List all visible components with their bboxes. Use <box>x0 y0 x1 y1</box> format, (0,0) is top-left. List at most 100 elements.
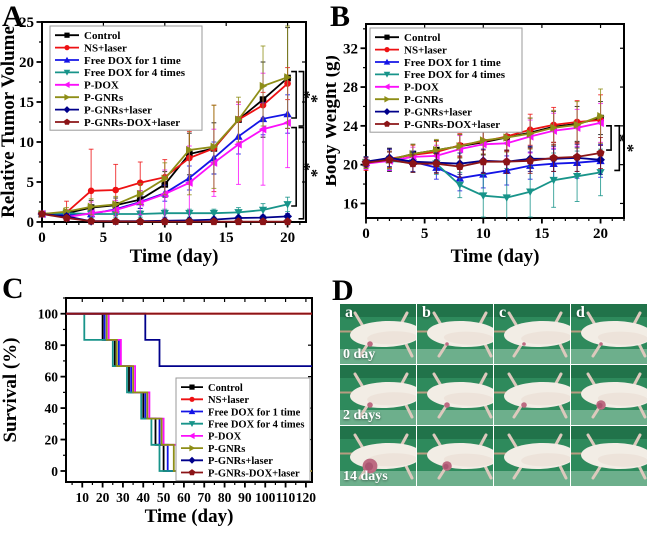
legend-label-p-gnrs-laser: P-GNRs+laser <box>208 456 273 467</box>
panel-a-letter: A <box>2 0 24 33</box>
legend-label-control: Control <box>84 30 120 42</box>
svg-text:120: 120 <box>296 490 317 505</box>
legend-label-p-dox: P-DOX <box>208 432 242 443</box>
mouse-photo-art <box>417 426 493 486</box>
mouse-photo-c-14-days <box>494 426 570 486</box>
svg-text:20: 20 <box>280 230 295 246</box>
legend-label-free-dox-for-4-times: Free DOX for 4 times <box>84 67 186 79</box>
panel-a-tumor-volume-chart: 0 5 10 15 20 0 5 10 15 20 25 Time (day) Relative Tum… <box>0 15 322 267</box>
series-p-gnrs <box>66 312 312 472</box>
mouse-photo-art <box>571 365 647 425</box>
svg-text:10: 10 <box>157 230 172 246</box>
mouse-photo-a-2-days: 2 days <box>340 365 416 425</box>
legend-label-free-dox-for-1-time: Free DOX for 1 time <box>84 55 181 67</box>
mouse-photo-b-2-days <box>417 365 493 425</box>
legend-label-p-gnrs-dox-laser: P-GNRs-DOX+laser <box>84 117 180 129</box>
legend-label-p-gnrs-dox-laser: P-GNRs-DOX+laser <box>404 119 500 131</box>
mouse-photo-b-14-days <box>417 426 493 486</box>
svg-text:15: 15 <box>534 226 549 242</box>
legend-label-ns-laser: NS+laser <box>404 44 447 56</box>
significance-star: * <box>303 169 322 178</box>
svg-text:20: 20 <box>45 433 59 448</box>
legend-label-control: Control <box>404 32 440 44</box>
mouse-photo-a-0-day: a 0 day <box>340 304 416 364</box>
panel-c-letter: C <box>2 272 24 305</box>
legend-label-p-gnrs: P-GNRs <box>84 92 124 104</box>
mouse-photo-art <box>340 365 416 425</box>
svg-text:80: 80 <box>45 338 59 353</box>
svg-text:5: 5 <box>100 230 108 246</box>
mouse-photo-art <box>494 365 570 425</box>
svg-text:50: 50 <box>157 490 171 505</box>
svg-text:24: 24 <box>343 119 359 135</box>
svg-text:25: 25 <box>19 15 34 31</box>
svg-text:80: 80 <box>218 490 232 505</box>
panel-b-body-weight-chart: 0 5 10 15 20 16 20 24 28 32 Time (day) Body Weight … <box>326 23 637 267</box>
mouse-photo-art <box>340 304 416 364</box>
mouse-photo-art <box>571 426 647 486</box>
chart-a: 0 5 10 15 20 0 5 10 15 20 25 Time (day) Relative Tum… <box>0 15 322 267</box>
panel-b-letter: B <box>330 0 351 33</box>
svg-text:30: 30 <box>116 490 130 505</box>
significance-bracket: * <box>614 125 637 172</box>
mouse-photo-b-0-day: b <box>417 304 493 364</box>
legend-label-ns-laser: NS+laser <box>84 42 127 54</box>
mouse-photo-d-14-days <box>571 426 647 486</box>
x-axis-label: Time (day) <box>451 246 540 267</box>
svg-text:20: 20 <box>343 158 358 174</box>
svg-text:15: 15 <box>19 95 34 111</box>
mouse-photo-grid: a 0 day b c d 2 days 14 days <box>340 304 647 486</box>
legend-label-p-gnrs-laser: P-GNRs+laser <box>84 104 152 116</box>
chart-c: 10 20 30 40 50 60 70 80 90 100 110 120020406080100T… <box>0 297 317 527</box>
svg-text:0: 0 <box>362 226 370 242</box>
photo-column-label-b: b <box>422 304 431 321</box>
panel-c-survival-chart: 10 20 30 40 50 60 70 80 90 100 110 120020406080100T… <box>0 297 317 527</box>
mouse-photo-art <box>417 304 493 364</box>
y-axis-label: Body Weight (g) <box>326 55 341 187</box>
significance-star: * <box>303 95 322 104</box>
svg-text:110: 110 <box>276 490 296 505</box>
mouse-photo-art <box>571 304 647 364</box>
significance-star: * <box>618 144 637 153</box>
x-axis-label: Time (day) <box>130 246 219 267</box>
series-p-gnrs-dox-laser <box>37 209 292 226</box>
significance-star: * <box>295 91 314 100</box>
svg-text:28: 28 <box>343 80 358 96</box>
legend-label-free-dox-for-4-times: Free DOX for 4 times <box>208 420 304 431</box>
svg-text:5: 5 <box>27 175 35 191</box>
svg-text:5: 5 <box>421 226 429 242</box>
significance-bracket: * <box>291 126 314 207</box>
mouse-photo-c-2-days <box>494 365 570 425</box>
svg-text:10: 10 <box>476 226 491 242</box>
svg-text:10: 10 <box>76 490 90 505</box>
legend-label-p-gnrs: P-GNRs <box>404 94 444 106</box>
svg-text:16: 16 <box>343 196 359 212</box>
legend-label-p-dox: P-DOX <box>84 80 119 92</box>
photo-column-label-a: a <box>345 304 353 321</box>
panel-d-letter: D <box>332 274 354 307</box>
x-axis-label: Time (day) <box>145 506 234 527</box>
svg-text:40: 40 <box>45 401 59 416</box>
mouse-photo-art <box>494 304 570 364</box>
svg-text:0: 0 <box>51 464 58 479</box>
photo-row-label-2-days: 2 days <box>343 408 381 423</box>
panel-a: A 0 5 10 15 20 0 5 10 15 20 25 Time (day) Relative T… <box>0 0 326 270</box>
series-p-gnrs-dox-laser <box>361 136 605 178</box>
mouse-photo-d-0-day: d <box>571 304 647 364</box>
legend-label-ns-laser: NS+laser <box>208 395 249 406</box>
mouse-photo-d-2-days <box>571 365 647 425</box>
legend-label-p-dox: P-DOX <box>404 82 439 94</box>
significance-star: * <box>295 163 314 172</box>
mouse-photo-a-14-days: 14 days <box>340 426 416 486</box>
svg-text:70: 70 <box>197 490 211 505</box>
svg-text:40: 40 <box>137 490 151 505</box>
panel-b: B 0 5 10 15 20 16 20 24 28 32 Time (day) Body Weigh… <box>326 0 652 270</box>
legend-label-control: Control <box>208 383 243 394</box>
legend-label-free-dox-for-1-time: Free DOX for 1 time <box>208 407 301 418</box>
significance-bracket: * <box>298 70 322 127</box>
photo-row-label-0-day: 0 day <box>343 347 376 362</box>
